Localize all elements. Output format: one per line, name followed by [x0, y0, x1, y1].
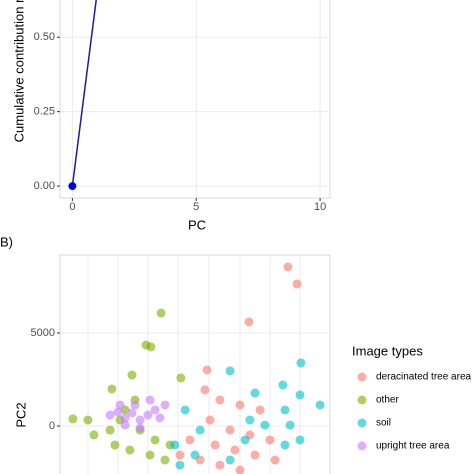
legend-label: upright tree area [376, 441, 450, 452]
point [135, 415, 145, 425]
point [120, 420, 130, 430]
legend-key [357, 418, 367, 428]
point [215, 460, 225, 470]
panel-border [59, 0, 331, 199]
point [107, 384, 117, 394]
y-axis-title: Cumulative contribution ratio [11, 0, 26, 142]
y-tick-label: 0.00 [34, 180, 55, 192]
point [265, 435, 275, 445]
point [225, 366, 235, 376]
point [280, 405, 290, 415]
point [68, 182, 77, 191]
point [205, 415, 215, 425]
x-tick-label: 10 [314, 201, 326, 213]
point [160, 455, 170, 465]
point [255, 405, 265, 415]
point [105, 410, 115, 420]
point [145, 450, 155, 460]
point [156, 308, 166, 318]
plot-area [60, 0, 330, 198]
point [280, 440, 290, 450]
point [68, 414, 78, 424]
point [170, 440, 180, 450]
legend-key [357, 441, 367, 451]
point [295, 390, 305, 400]
point [146, 342, 156, 352]
point [225, 455, 235, 465]
point [125, 445, 135, 455]
legend-label: other [376, 395, 399, 406]
point [250, 388, 260, 398]
point [230, 445, 240, 455]
point [315, 400, 325, 410]
point [113, 407, 123, 417]
y-tick-label: 0.50 [34, 31, 55, 43]
legend-label: soil [376, 418, 391, 429]
point [127, 370, 137, 380]
panel-border [59, 254, 331, 474]
y-axis-title: PC2 [13, 402, 28, 427]
point [145, 395, 155, 405]
point [195, 425, 205, 435]
point [285, 420, 295, 430]
point [292, 279, 302, 289]
point [270, 455, 280, 465]
panel-label: B) [0, 234, 13, 249]
point [210, 440, 220, 450]
point [296, 358, 306, 368]
point [190, 450, 200, 460]
point [245, 415, 255, 425]
point [244, 317, 254, 327]
point [240, 435, 250, 445]
y-tick-label: 5000 [31, 327, 55, 339]
point [175, 460, 185, 470]
x-tick-label: 5 [193, 201, 199, 213]
point [250, 450, 260, 460]
point [180, 405, 190, 415]
x-grid [87, 255, 301, 474]
point [105, 425, 115, 435]
point [235, 465, 245, 474]
point [110, 440, 120, 450]
point [200, 385, 210, 395]
plot-area [60, 262, 330, 474]
legend-key [357, 372, 367, 382]
line [71, 0, 97, 187]
point [127, 408, 137, 418]
point [115, 400, 125, 410]
x-axis-title: PC [188, 217, 206, 232]
point [120, 413, 130, 423]
point [155, 413, 165, 423]
point [89, 430, 99, 440]
point [283, 262, 293, 272]
point [150, 435, 160, 445]
point [160, 400, 170, 410]
legend-label: deracinated tree area [376, 372, 472, 383]
point [175, 450, 185, 460]
point [260, 420, 270, 430]
point [278, 380, 288, 390]
point [202, 365, 212, 375]
legend-title: Image types [352, 343, 423, 358]
point [295, 435, 305, 445]
point [83, 415, 93, 425]
point [225, 425, 235, 435]
point [176, 373, 186, 383]
point [215, 395, 225, 405]
y-tick-label: 0.25 [34, 106, 55, 118]
point [185, 435, 195, 445]
point [143, 410, 153, 420]
point [130, 400, 140, 410]
legend-key [357, 395, 367, 405]
point [235, 400, 245, 410]
point [135, 423, 145, 433]
y-tick-label: 0 [49, 420, 55, 432]
point [150, 405, 160, 415]
x-tick-label: 0 [69, 201, 75, 213]
